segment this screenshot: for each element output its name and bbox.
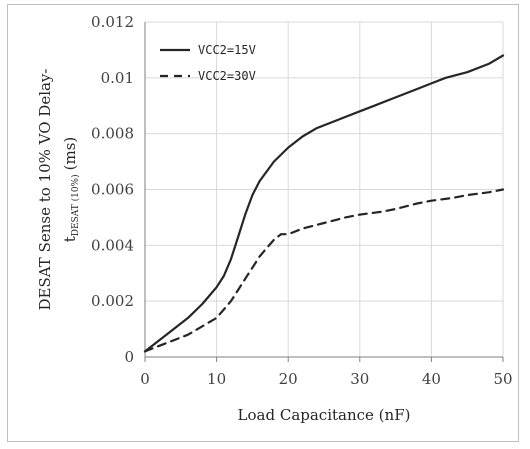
x-tick-labels: 0 10 20 30 40 50	[140, 370, 512, 388]
x-tick-label-30: 30	[350, 370, 369, 388]
y-tick-label-0.006: 0.006	[91, 181, 134, 199]
chart-frame	[7, 4, 519, 442]
x-axis-label: Load Capacitance (nF)	[238, 406, 411, 424]
y-tick-label-0.008: 0.008	[91, 125, 134, 143]
y-axis-label-line1: DESAT Sense to 10% VO Delay-	[36, 69, 54, 311]
axes	[144, 22, 504, 362]
y-tick-label-0.002: 0.002	[91, 292, 134, 310]
x-tick-label-40: 40	[422, 370, 441, 388]
legend: VCC2=15V VCC2=30V	[160, 43, 256, 83]
legend-label-vcc2-15v: VCC2=15V	[198, 43, 256, 57]
y-axis-label: DESAT Sense to 10% VO Delay- tDESAT (10%…	[36, 69, 81, 311]
series-line-vcc2-30v	[143, 188, 505, 353]
x-tick-label-0: 0	[140, 370, 150, 388]
y-axis-label-subscript: DESAT (10%)	[70, 174, 81, 236]
y-axis-label-line2: tDESAT (10%) (ms)	[61, 137, 81, 243]
y-axis-label-symbol: t	[61, 236, 79, 242]
series-line-vcc2-15v	[143, 54, 505, 353]
y-tick-label-0.004: 0.004	[91, 236, 134, 254]
y-tick-label-0.01: 0.01	[101, 69, 134, 87]
x-tick-label-50: 50	[493, 370, 512, 388]
data-series	[143, 54, 505, 353]
y-tick-labels: 0 0.002 0.004 0.006 0.008 0.01 0.012	[91, 13, 134, 366]
x-tick-label-10: 10	[207, 370, 226, 388]
x-tick-label-20: 20	[279, 370, 298, 388]
y-tick-label-0: 0	[124, 348, 134, 366]
legend-label-vcc2-30v: VCC2=30V	[198, 69, 256, 83]
y-tick-label-0.012: 0.012	[91, 13, 134, 31]
y-axis-label-unit: (ms)	[61, 137, 79, 171]
grid-lines	[145, 21, 504, 357]
